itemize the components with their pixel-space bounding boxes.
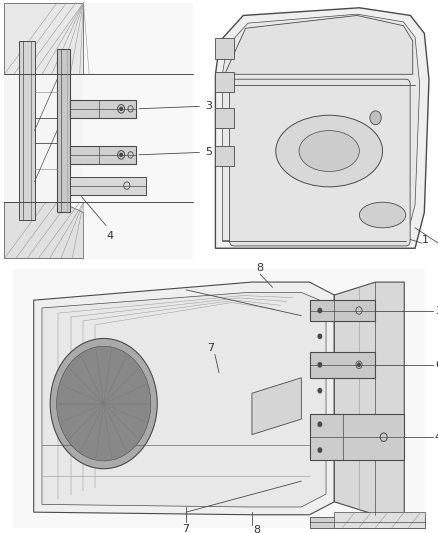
Circle shape	[318, 362, 321, 367]
Polygon shape	[215, 146, 234, 166]
Circle shape	[50, 338, 157, 469]
Polygon shape	[70, 100, 136, 118]
Text: 6: 6	[435, 360, 438, 370]
Text: 4: 4	[106, 231, 114, 241]
Polygon shape	[334, 512, 425, 528]
Ellipse shape	[359, 202, 406, 228]
Circle shape	[358, 363, 360, 366]
Circle shape	[57, 346, 151, 461]
Polygon shape	[252, 378, 301, 434]
Polygon shape	[215, 38, 234, 59]
Polygon shape	[70, 176, 145, 195]
Circle shape	[370, 111, 381, 125]
Polygon shape	[225, 15, 413, 74]
Polygon shape	[215, 72, 234, 92]
Polygon shape	[42, 293, 326, 507]
Polygon shape	[4, 202, 84, 259]
Polygon shape	[215, 108, 234, 128]
Polygon shape	[334, 282, 404, 515]
Polygon shape	[310, 414, 404, 461]
Polygon shape	[4, 74, 84, 202]
Ellipse shape	[299, 131, 359, 172]
Text: 7: 7	[207, 343, 214, 353]
Polygon shape	[310, 518, 425, 528]
Circle shape	[318, 334, 321, 338]
FancyBboxPatch shape	[230, 79, 410, 246]
Polygon shape	[215, 8, 429, 248]
Polygon shape	[310, 300, 375, 321]
Text: 8: 8	[253, 526, 260, 533]
Polygon shape	[4, 3, 84, 74]
Polygon shape	[223, 14, 420, 240]
Text: 7: 7	[183, 524, 190, 533]
Circle shape	[318, 448, 321, 452]
Text: 5: 5	[206, 147, 212, 157]
Text: 2: 2	[436, 238, 438, 248]
Text: 3: 3	[435, 305, 438, 316]
FancyBboxPatch shape	[13, 269, 425, 528]
Polygon shape	[57, 49, 70, 213]
Circle shape	[120, 107, 123, 110]
Text: 1: 1	[422, 236, 429, 246]
Polygon shape	[19, 41, 35, 220]
Polygon shape	[70, 146, 136, 164]
Circle shape	[318, 309, 321, 313]
FancyBboxPatch shape	[4, 3, 193, 259]
Text: 3: 3	[206, 101, 212, 111]
Circle shape	[318, 389, 321, 393]
Circle shape	[318, 422, 321, 426]
Polygon shape	[34, 282, 334, 515]
Circle shape	[120, 154, 123, 157]
Text: 4: 4	[435, 432, 438, 442]
Polygon shape	[310, 352, 375, 378]
Text: 8: 8	[257, 263, 264, 273]
Ellipse shape	[276, 115, 382, 187]
